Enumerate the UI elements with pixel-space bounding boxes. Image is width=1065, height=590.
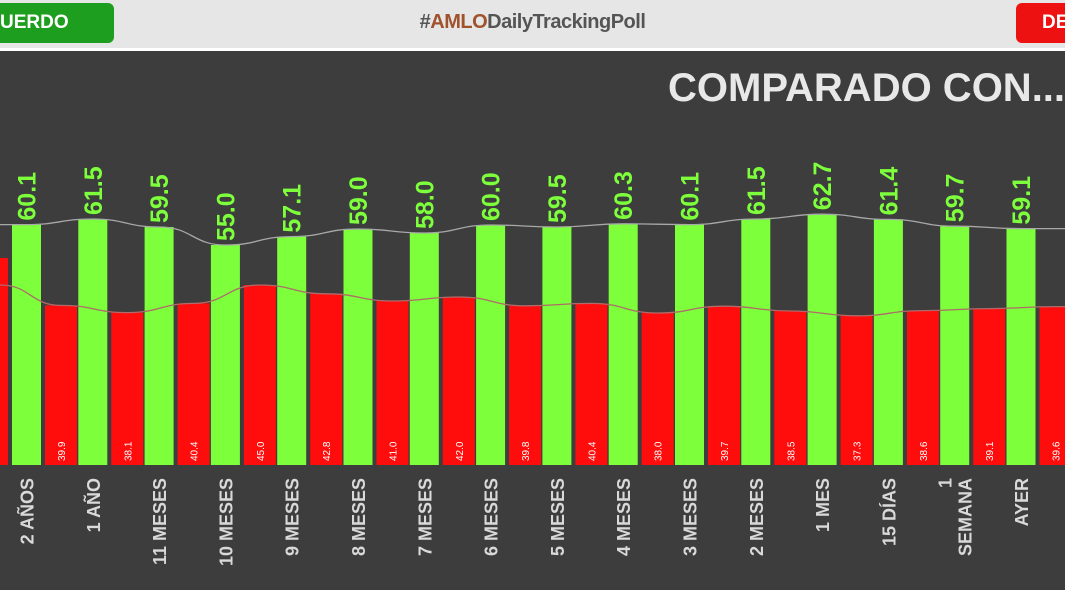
green-value-label: 60.1: [14, 172, 42, 221]
disapprove-trend-line: [0, 284, 1065, 317]
disapprove-legend-pill: DE: [1016, 3, 1065, 43]
red-value-label: 42.8: [322, 441, 333, 461]
red-value-label: 40.4: [587, 441, 598, 461]
top-bar: UERDO #AMLODailyTrackingPoll DE: [0, 0, 1065, 51]
green-value-label: 60.3: [610, 171, 638, 220]
green-bar: [210, 245, 240, 465]
red-value-label: 39.8: [521, 441, 532, 461]
green-bar: [12, 224, 41, 465]
red-value-label: 39.7: [720, 441, 731, 461]
disapprove-legend-label: DE: [1042, 12, 1065, 33]
green-value-label: 61.5: [743, 166, 771, 215]
category-label: 6 MESES: [482, 478, 502, 556]
green-value-label: 60.0: [478, 172, 506, 221]
category-label: 3 MESES: [681, 478, 701, 556]
category-label: 1 MES: [813, 478, 833, 532]
green-bar: [78, 219, 108, 465]
red-value-label: 45.0: [256, 441, 267, 461]
category-label: 10 MESES: [216, 478, 236, 566]
red-bar: [111, 312, 144, 465]
category-label: AYER: [1012, 478, 1032, 526]
green-value-label: 59.1: [1008, 176, 1036, 225]
red-value-label: 38.0: [654, 441, 665, 461]
green-value-label: 57.1: [279, 184, 307, 233]
red-bar: [442, 297, 475, 465]
red-value-label: 42.0: [455, 441, 466, 461]
category-label: SEMANA: [956, 478, 976, 556]
green-bar: [144, 227, 174, 465]
red-bar: [376, 301, 409, 465]
green-bar: [940, 226, 970, 465]
red-value-label: 40.4: [190, 441, 201, 461]
category-label: 2 AÑOS: [17, 478, 38, 544]
green-bar: [873, 219, 903, 465]
red-bar: [45, 305, 77, 465]
red-bar: [509, 305, 542, 465]
green-value-label: 58.0: [411, 180, 439, 229]
approve-legend-label: UERDO: [0, 12, 69, 33]
hashtag-suffix: DailyTrackingPoll: [487, 11, 646, 33]
category-label: 9 MESES: [283, 478, 303, 556]
green-value-label: 61.4: [875, 167, 903, 216]
green-bar: [675, 224, 704, 465]
hashtag-title: #AMLODailyTrackingPoll: [0, 11, 1065, 34]
category-label: 11 MESES: [150, 478, 170, 565]
chart-title: COMPARADO CON...: [668, 66, 1065, 110]
red-bar: [575, 303, 608, 465]
category-label: 8 MESES: [349, 478, 369, 556]
red-bar: [310, 293, 343, 465]
category-label: 1: [936, 478, 956, 488]
category-label: 1 AÑO: [83, 478, 104, 532]
red-bar: [1039, 306, 1065, 465]
green-value-label: 59.0: [345, 176, 373, 225]
red-bar: [774, 311, 807, 465]
green-value-label: 60.1: [677, 172, 705, 221]
green-bar: [741, 219, 771, 465]
green-bar: [807, 214, 837, 465]
category-label: 2 MESES: [747, 478, 767, 556]
category-label: 15 DÍAS: [878, 478, 899, 546]
green-value-label: 61.5: [80, 166, 108, 215]
category-label: 7 MESES: [415, 478, 435, 556]
green-value-label: 59.7: [942, 174, 970, 223]
green-bar: [409, 233, 439, 465]
green-bar: [277, 236, 307, 465]
red-value-label: 39.6: [1052, 441, 1063, 461]
red-bar: [243, 285, 276, 465]
green-bar: [343, 229, 373, 465]
red-bar: [177, 303, 210, 465]
category-label: 5 MESES: [548, 478, 568, 556]
approve-trend-line: [0, 213, 1065, 246]
red-value-label: 37.3: [853, 441, 864, 461]
green-value-label: 62.7: [809, 162, 837, 211]
red-bar: [708, 306, 740, 465]
red-bar: [973, 308, 1006, 465]
red-bar: [641, 313, 674, 465]
hashtag-brand: AMLO: [430, 11, 488, 33]
red-bar-partial: [0, 258, 8, 465]
hashtag-prefix: #: [419, 11, 431, 33]
red-bar: [840, 315, 873, 465]
red-bar: [906, 310, 939, 465]
green-bar: [608, 223, 638, 465]
red-value-label: 39.9: [57, 441, 68, 461]
green-value-label: 55.0: [212, 192, 240, 241]
green-value-label: 59.5: [544, 174, 572, 223]
red-value-label: 41.0: [389, 441, 400, 461]
approve-legend-pill: UERDO: [0, 3, 114, 43]
green-bar: [476, 225, 506, 465]
category-label: 4 MESES: [614, 478, 634, 556]
green-bar: [1006, 228, 1036, 465]
red-value-label: 38.1: [123, 441, 134, 461]
green-value-label: 59.5: [146, 174, 174, 223]
green-bar: [542, 227, 572, 465]
red-value-label: 39.1: [985, 441, 996, 461]
red-value-label: 38.5: [786, 441, 797, 461]
red-value-label: 38.6: [919, 441, 930, 461]
